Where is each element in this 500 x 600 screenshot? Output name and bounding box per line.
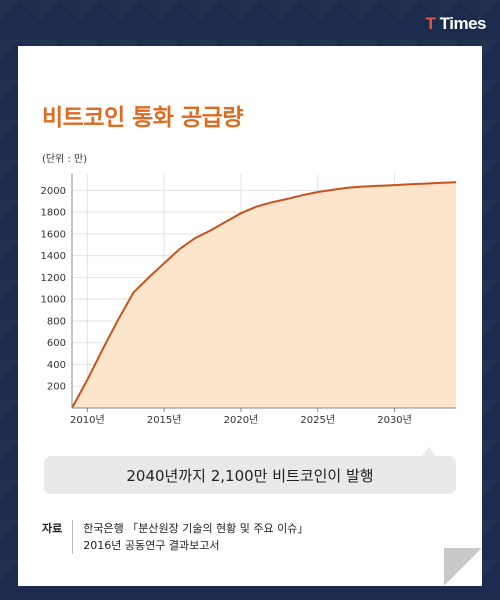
y-tick-label: 1800 [41,208,66,219]
source-line-1: 한국은행 「분산원장 기술의 현황 및 주요 이슈」 [83,522,309,535]
supply-area [72,182,456,408]
x-tick-label: 2020년 [224,414,259,426]
y-tick-label: 1400 [41,251,66,262]
chart-title: 비트코인 통화 공급량 [42,105,243,131]
callout-box: 2040년까지 2,100만 비트코인이 발행 [44,456,456,494]
y-tick-label: 1200 [41,273,66,284]
supply-chart: 200 400 600 800 1000 1200 1400 1600 1800 2000 2010… [41,174,457,426]
y-tick-label: 400 [47,360,66,371]
x-tick-label: 2025년 [300,414,335,426]
x-tick-label: 2010년 [70,414,105,426]
source-note: 자료 한국은행 「분산원장 기술의 현황 및 주요 이슈」 2016년 공동연구… [42,520,308,554]
y-tick-label: 200 [47,382,66,393]
y-tick-label: 2000 [41,186,66,197]
x-tick-label: 2030년 [377,414,412,426]
brand-logo: T Times [425,14,487,33]
supply-line [71,181,457,409]
y-tick-label: 600 [47,338,66,349]
x-tick-label: 2015년 [147,414,182,426]
y-tick-label: 1000 [41,295,66,306]
infographic-card: 비트코인 통화 공급량 (단위 : 만) 200 400 600 800 1000 120… [18,46,482,586]
source-label: 자료 [42,520,74,554]
source-line-2: 2016년 공동연구 결과보고서 [83,539,220,552]
page-fold-corner [444,548,482,586]
unit-label: (단위 : 만) [42,154,88,165]
y-tick-label: 1600 [41,229,66,240]
callout-pointer [422,447,436,456]
y-tick-label: 800 [47,316,66,327]
